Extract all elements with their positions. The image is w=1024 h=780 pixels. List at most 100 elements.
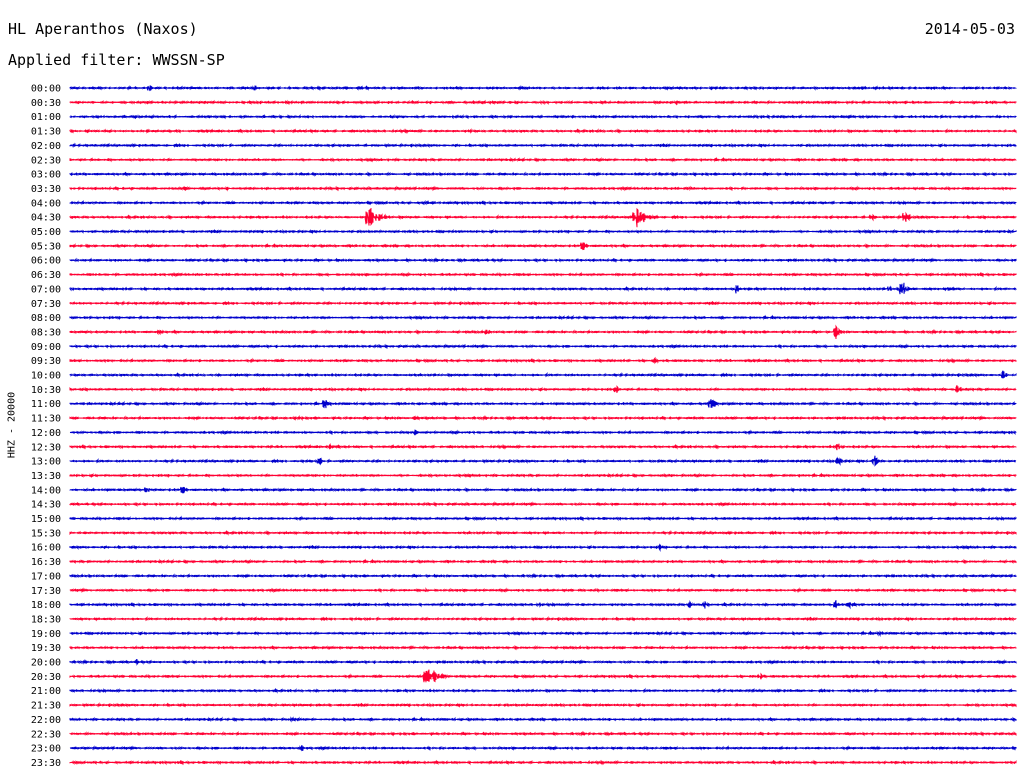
trace-line — [69, 702, 1017, 708]
trace-line — [69, 669, 1017, 683]
trace-line — [69, 759, 1017, 766]
trace-line — [69, 486, 1017, 494]
trace-line — [69, 257, 1017, 264]
hour-label: 17:00 — [31, 571, 61, 582]
hour-label: 19:00 — [31, 629, 61, 640]
trace-line — [69, 745, 1017, 752]
trace-line — [69, 171, 1017, 178]
trace-line — [69, 99, 1017, 106]
hour-label: 22:30 — [31, 729, 61, 740]
hour-label: 17:30 — [31, 586, 61, 597]
trace-line — [69, 730, 1017, 737]
hour-label: 16:30 — [31, 557, 61, 568]
trace-line — [69, 113, 1017, 120]
hour-label: 19:30 — [31, 643, 61, 654]
trace-line — [69, 615, 1017, 622]
trace-line — [69, 207, 1017, 228]
hour-label: 12:00 — [31, 428, 61, 439]
trace-line — [69, 599, 1017, 610]
trace-line — [69, 282, 1017, 295]
trace-line — [69, 85, 1017, 92]
hour-label: 13:30 — [31, 471, 61, 482]
hour-label: 02:30 — [31, 155, 61, 166]
trace-line — [69, 399, 1017, 409]
hour-label: 06:00 — [31, 256, 61, 267]
hour-label: 08:30 — [31, 327, 61, 338]
trace-line — [69, 324, 1017, 340]
trace-line — [69, 429, 1017, 436]
trace-line — [69, 356, 1017, 365]
hour-label: 07:30 — [31, 299, 61, 310]
trace-line — [69, 658, 1017, 666]
trace-line — [69, 314, 1017, 321]
hour-label: 05:00 — [31, 227, 61, 238]
trace-line — [69, 414, 1017, 421]
hour-label: 10:00 — [31, 371, 61, 382]
hour-label: 09:30 — [31, 356, 61, 367]
filter-label: Applied filter: WWSSN-SP — [8, 51, 225, 69]
trace-line — [69, 515, 1017, 522]
hour-label: 05:30 — [31, 241, 61, 252]
hour-label: 06:30 — [31, 270, 61, 281]
trace-line — [69, 687, 1017, 694]
hour-label: 03:00 — [31, 170, 61, 181]
hour-label: 11:30 — [31, 414, 61, 425]
hour-label: 01:30 — [31, 127, 61, 138]
trace-line — [69, 630, 1017, 638]
hour-label: 15:30 — [31, 528, 61, 539]
hour-label: 01:00 — [31, 112, 61, 123]
hour-label: 18:30 — [31, 614, 61, 625]
hour-label: 00:00 — [31, 84, 61, 95]
hour-label: 21:00 — [31, 686, 61, 697]
hour-label: 14:00 — [31, 485, 61, 496]
hour-label: 03:30 — [31, 184, 61, 195]
hour-label: 02:00 — [31, 141, 61, 152]
trace-line — [69, 716, 1017, 723]
hour-label: 21:30 — [31, 701, 61, 712]
hour-label: 04:30 — [31, 213, 61, 224]
hour-label: 20:00 — [31, 658, 61, 669]
date-label: 2014-05-03 — [924, 20, 1015, 38]
trace-line — [69, 543, 1017, 553]
hour-label: 23:30 — [31, 758, 61, 769]
trace-line — [69, 558, 1017, 565]
hour-label: 08:00 — [31, 313, 61, 324]
hour-label: 09:00 — [31, 342, 61, 353]
hour-label: 14:30 — [31, 500, 61, 511]
hour-label: 15:00 — [31, 514, 61, 525]
hour-label: 11:00 — [31, 399, 61, 410]
trace-line — [69, 343, 1017, 350]
trace-line — [69, 644, 1017, 651]
trace-line — [69, 300, 1017, 307]
trace-line — [69, 271, 1017, 278]
hour-label: 16:00 — [31, 543, 61, 554]
trace-line — [69, 385, 1017, 394]
hour-label: 23:00 — [31, 744, 61, 755]
hour-label: 18:00 — [31, 600, 61, 611]
trace-line — [69, 442, 1017, 451]
hour-label: 07:00 — [31, 284, 61, 295]
trace-line — [69, 156, 1017, 163]
trace-line — [69, 573, 1017, 579]
hour-label: 10:30 — [31, 385, 61, 396]
trace-line — [69, 529, 1017, 536]
trace-line — [69, 128, 1017, 135]
trace-line — [69, 587, 1017, 594]
trace-line — [69, 242, 1017, 251]
hour-label: 22:00 — [31, 715, 61, 726]
station-title: HL Aperanthos (Naxos) — [8, 20, 198, 38]
trace-line — [69, 185, 1017, 192]
trace-line — [69, 370, 1017, 379]
trace-line — [69, 199, 1017, 206]
trace-line — [69, 455, 1017, 467]
hour-label: 00:30 — [31, 98, 61, 109]
hour-label: 04:00 — [31, 198, 61, 209]
hour-label: 20:30 — [31, 672, 61, 683]
trace-line — [69, 142, 1017, 149]
hour-label: 13:00 — [31, 457, 61, 468]
trace-line — [69, 501, 1017, 508]
hour-label: 12:30 — [31, 442, 61, 453]
trace-line — [69, 472, 1017, 479]
trace-line — [69, 228, 1017, 235]
